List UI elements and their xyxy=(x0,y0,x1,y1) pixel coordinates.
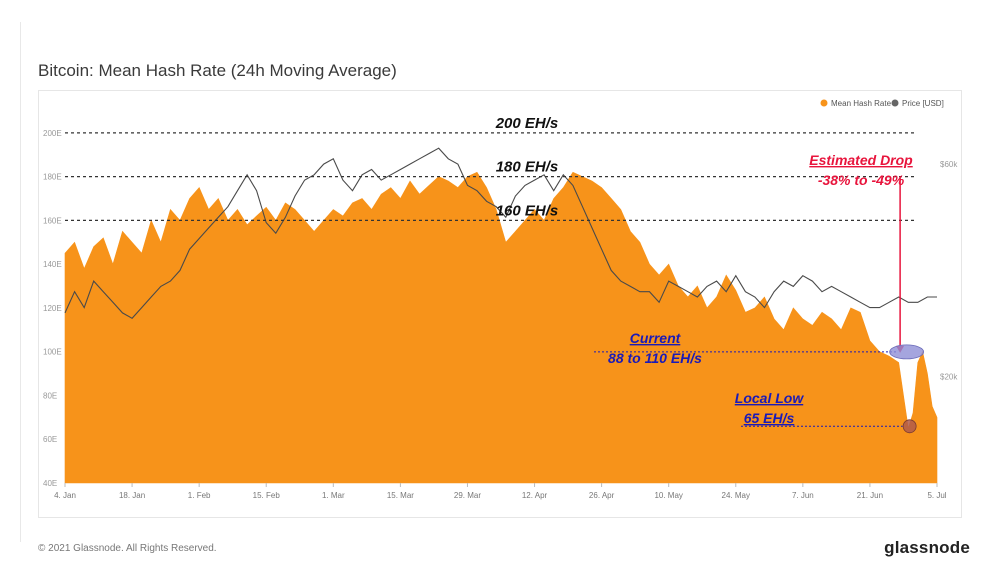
local-low-detail: 65 EH/s xyxy=(744,410,795,426)
x-tick-label: 15. Mar xyxy=(387,491,414,500)
local-low-title: Local Low xyxy=(735,390,805,406)
glassnode-logo[interactable]: glassnode xyxy=(884,538,970,557)
estimated-drop-title: Estimated Drop xyxy=(809,152,913,168)
legend-hash-rate-swatch xyxy=(820,99,828,107)
x-tick-label: 29. Mar xyxy=(454,491,481,500)
y-right-tick-label: $60k xyxy=(940,160,958,169)
x-tick-label: 15. Feb xyxy=(253,491,281,500)
reference-line-label: 160 EH/s xyxy=(496,202,559,219)
x-tick-label: 10. May xyxy=(654,491,682,500)
y-left-tick-label: 160E xyxy=(43,216,62,225)
y-left-tick-label: 140E xyxy=(43,260,62,269)
chart-frame: Mean Hash Rate Price [USD] 40E 60E 80E 100E… xyxy=(38,90,962,518)
hash-rate-series xyxy=(64,171,938,484)
price-series xyxy=(64,147,937,319)
x-tick-label: 5. Jul xyxy=(927,491,946,500)
estimated-drop-detail: -38% to -49% xyxy=(818,172,905,188)
x-axis: 4. Jan 18. Jan 1. Feb 15. Feb 1. Mar 15. Mar 2… xyxy=(54,483,947,500)
x-tick-label: 21. Jun xyxy=(857,491,883,500)
price-line xyxy=(64,147,937,319)
reference-line-label: 180 EH/s xyxy=(496,159,559,176)
copyright-text: © 2021 Glassnode. All Rights Reserved. xyxy=(38,543,217,554)
legend-hash-rate-label[interactable]: Mean Hash Rate xyxy=(831,99,892,108)
x-tick-label: 18. Jan xyxy=(119,491,145,500)
hash-rate-area xyxy=(64,171,938,484)
page-left-rule xyxy=(20,22,21,542)
y-left-tick-label: 200E xyxy=(43,129,62,138)
y-left-tick-label: 80E xyxy=(43,391,57,400)
x-tick-label: 1. Mar xyxy=(322,491,345,500)
legend-price-swatch xyxy=(891,99,899,107)
y-left-tick-label: 60E xyxy=(43,435,57,444)
hash-rate-chart[interactable]: Mean Hash Rate Price [USD] 40E 60E 80E 100E… xyxy=(39,91,963,519)
chart-title: Bitcoin: Mean Hash Rate (24h Moving Aver… xyxy=(38,61,397,81)
x-tick-label: 7. Jun xyxy=(792,491,814,500)
x-tick-label: 4. Jan xyxy=(54,491,76,500)
y-left-tick-label: 120E xyxy=(43,304,62,313)
y-left-tick-label: 100E xyxy=(43,348,62,357)
legend-price-label[interactable]: Price [USD] xyxy=(902,99,944,108)
y-right-tick-label: $20k xyxy=(940,373,958,382)
reference-line-label: 200 EH/s xyxy=(495,115,559,132)
y-axis-left: 40E 60E 80E 100E 120E 140E 160E 180E 200E xyxy=(43,129,62,488)
y-axis-right: $20k $60k xyxy=(940,160,958,382)
x-tick-label: 24. May xyxy=(722,491,750,500)
x-tick-label: 12. Apr xyxy=(522,491,548,500)
current-title: Current xyxy=(630,330,682,346)
annotations: Estimated Drop -38% to -49% Current 88 to 1… xyxy=(594,152,925,434)
legend: Mean Hash Rate Price [USD] xyxy=(820,99,944,108)
y-left-tick-label: 180E xyxy=(43,173,62,182)
x-tick-label: 26. Apr xyxy=(589,491,615,500)
current-detail: 88 to 110 EH/s xyxy=(608,350,702,366)
reference-lines: 200 EH/s 180 EH/s 160 EH/s xyxy=(65,115,914,222)
current-range-marker xyxy=(889,344,925,360)
y-left-tick-label: 40E xyxy=(43,479,57,488)
x-tick-label: 1. Feb xyxy=(188,491,211,500)
local-low-marker xyxy=(902,419,917,434)
